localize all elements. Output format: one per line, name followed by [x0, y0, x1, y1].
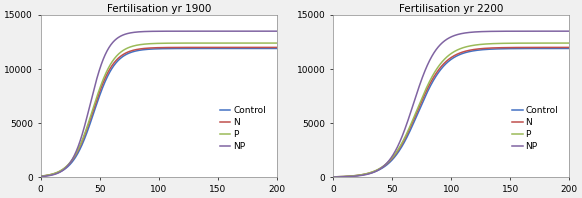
- NP: [200, 30, 207, 32]
- Control: [425, 89, 432, 91]
- N: [434, 71, 441, 73]
- Title: Fertilisation yr 2200: Fertilisation yr 2200: [399, 4, 503, 14]
- N: [37, 175, 44, 177]
- P: [354, 174, 361, 177]
- N: [425, 85, 432, 88]
- Control: [200, 47, 207, 50]
- Line: Control: Control: [41, 49, 277, 176]
- N: [518, 46, 525, 49]
- P: [133, 44, 140, 47]
- NP: [514, 30, 521, 32]
- N: [226, 46, 233, 49]
- NP: [329, 176, 336, 178]
- Line: P: P: [41, 43, 277, 176]
- Control: [514, 47, 521, 50]
- Control: [329, 176, 336, 178]
- Line: N: N: [333, 47, 569, 177]
- P: [492, 42, 499, 45]
- Control: [354, 174, 361, 177]
- N: [566, 46, 573, 49]
- N: [329, 176, 336, 178]
- P: [200, 42, 207, 44]
- N: [141, 47, 148, 50]
- NP: [37, 175, 44, 178]
- Line: NP: NP: [333, 31, 569, 177]
- NP: [274, 30, 281, 32]
- NP: [221, 30, 228, 32]
- NP: [226, 30, 233, 32]
- N: [61, 167, 68, 169]
- P: [141, 43, 148, 45]
- P: [274, 42, 281, 44]
- N: [492, 47, 499, 49]
- Legend: Control, N, P, NP: Control, N, P, NP: [510, 104, 560, 153]
- Control: [133, 50, 140, 52]
- Line: NP: NP: [41, 31, 277, 177]
- P: [566, 42, 573, 44]
- NP: [434, 47, 441, 50]
- Control: [61, 168, 68, 170]
- Control: [566, 47, 573, 50]
- P: [61, 167, 68, 169]
- Line: Control: Control: [333, 49, 569, 177]
- P: [514, 42, 521, 44]
- P: [221, 42, 228, 44]
- NP: [518, 30, 525, 32]
- N: [514, 46, 521, 49]
- P: [518, 42, 525, 44]
- NP: [492, 30, 499, 32]
- NP: [425, 62, 432, 64]
- Control: [221, 47, 228, 50]
- Control: [226, 47, 233, 50]
- Control: [492, 48, 499, 50]
- Control: [518, 47, 525, 50]
- Legend: Control, N, P, NP: Control, N, P, NP: [218, 104, 268, 153]
- N: [221, 46, 228, 49]
- Control: [37, 175, 44, 177]
- Line: P: P: [333, 43, 569, 177]
- NP: [61, 168, 68, 170]
- Title: Fertilisation yr 1900: Fertilisation yr 1900: [107, 4, 211, 14]
- Control: [434, 73, 441, 76]
- NP: [141, 30, 148, 33]
- Control: [141, 48, 148, 51]
- N: [200, 46, 207, 49]
- P: [425, 82, 432, 85]
- P: [434, 67, 441, 70]
- NP: [354, 175, 361, 177]
- N: [274, 46, 281, 49]
- Control: [274, 47, 281, 50]
- N: [354, 174, 361, 177]
- N: [133, 49, 140, 51]
- Line: N: N: [41, 47, 277, 176]
- P: [37, 175, 44, 177]
- NP: [566, 30, 573, 32]
- NP: [133, 31, 140, 33]
- P: [329, 176, 336, 178]
- P: [226, 42, 233, 44]
